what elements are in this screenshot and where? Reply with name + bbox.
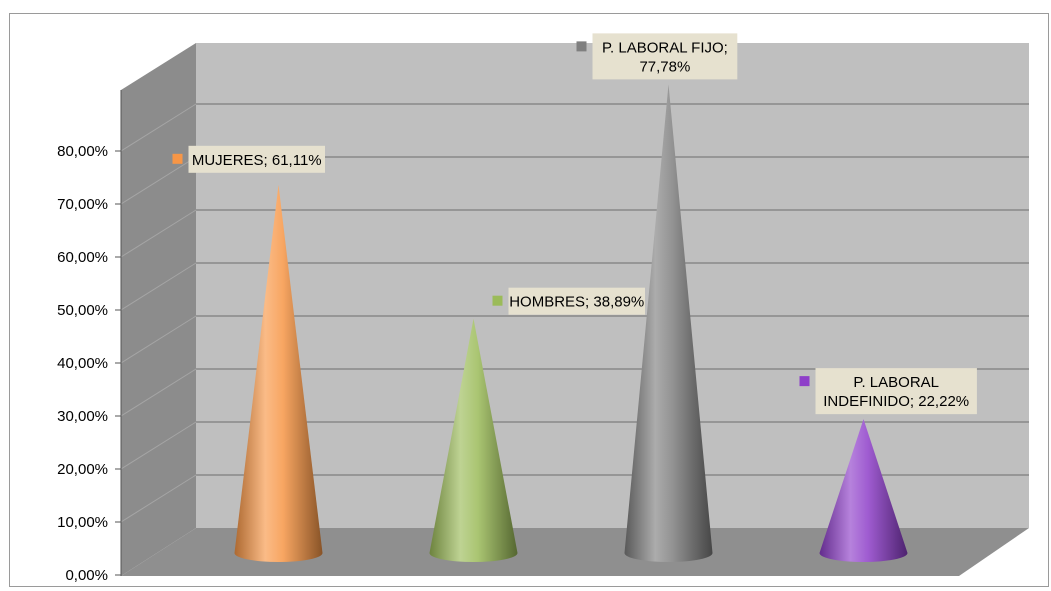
gridline-side [120, 209, 197, 258]
gridline-side [120, 315, 197, 364]
gridline-side [120, 421, 197, 470]
side-wall [121, 43, 196, 576]
gridline-side [120, 103, 197, 152]
back-wall [196, 43, 1029, 528]
floor [121, 528, 1029, 576]
y-tick-label: 30,00% [57, 408, 108, 425]
cone-p-laboral-indefinido [819, 419, 908, 562]
data-label-hombres: HOMBRES; 38,89% [492, 287, 645, 315]
data-label-p-laboral-indefinido: P. LABORAL INDEFINIDO; 22,22% [799, 368, 977, 415]
label-box [508, 287, 645, 315]
legend-key [172, 153, 183, 164]
cone-chart: 0,00% 10,00% 20,00% 30,00% 40,00% 50,00% 60,00… [57, 33, 1029, 584]
gridline-side [120, 156, 197, 205]
cones [234, 84, 908, 563]
label-box [592, 33, 738, 80]
cone-p-laboral-fijo [624, 84, 713, 563]
data-label-text: P. LABORAL [853, 374, 939, 391]
label-box [815, 368, 977, 415]
gridline-side [120, 474, 197, 523]
data-label-text: INDEFINIDO; 22,22% [823, 393, 969, 410]
legend-key [799, 376, 810, 387]
data-labels: MUJERES; 61,11% HOMBRES; 38,89% P. LABORAL… [172, 33, 977, 415]
y-tick-label: 0,00% [65, 567, 108, 584]
data-label-text: P. LABORAL FIJO; [602, 39, 728, 56]
data-label-text: HOMBRES; 38,89% [509, 294, 644, 311]
label-box [188, 145, 325, 173]
cone-mujeres [234, 184, 323, 562]
data-label-mujeres: MUJERES; 61,11% [172, 145, 325, 173]
y-tick-label: 60,00% [57, 249, 108, 266]
y-axis: 0,00% 10,00% 20,00% 30,00% 40,00% 50,00% 60,00… [57, 90, 1029, 584]
gridline-side [120, 262, 197, 311]
cone-hombres [429, 318, 518, 562]
data-label-p-laboral-fijo: P. LABORAL FIJO; 77,78% [576, 33, 738, 80]
y-tick-label: 70,00% [57, 196, 108, 213]
data-label-text: MUJERES; 61,11% [192, 152, 322, 169]
y-tick-label: 80,00% [57, 143, 108, 160]
y-tick-label: 10,00% [57, 514, 108, 531]
y-tick-label: 20,00% [57, 461, 108, 478]
gridline-side [120, 368, 197, 417]
y-tick-label: 50,00% [57, 302, 108, 319]
data-label-text: 77,78% [639, 58, 690, 75]
legend-key [576, 41, 587, 52]
y-tick-label: 40,00% [57, 355, 108, 372]
chart-frame: 0,00% 10,00% 20,00% 30,00% 40,00% 50,00% 60,00… [9, 13, 1049, 587]
legend-key [492, 295, 503, 306]
